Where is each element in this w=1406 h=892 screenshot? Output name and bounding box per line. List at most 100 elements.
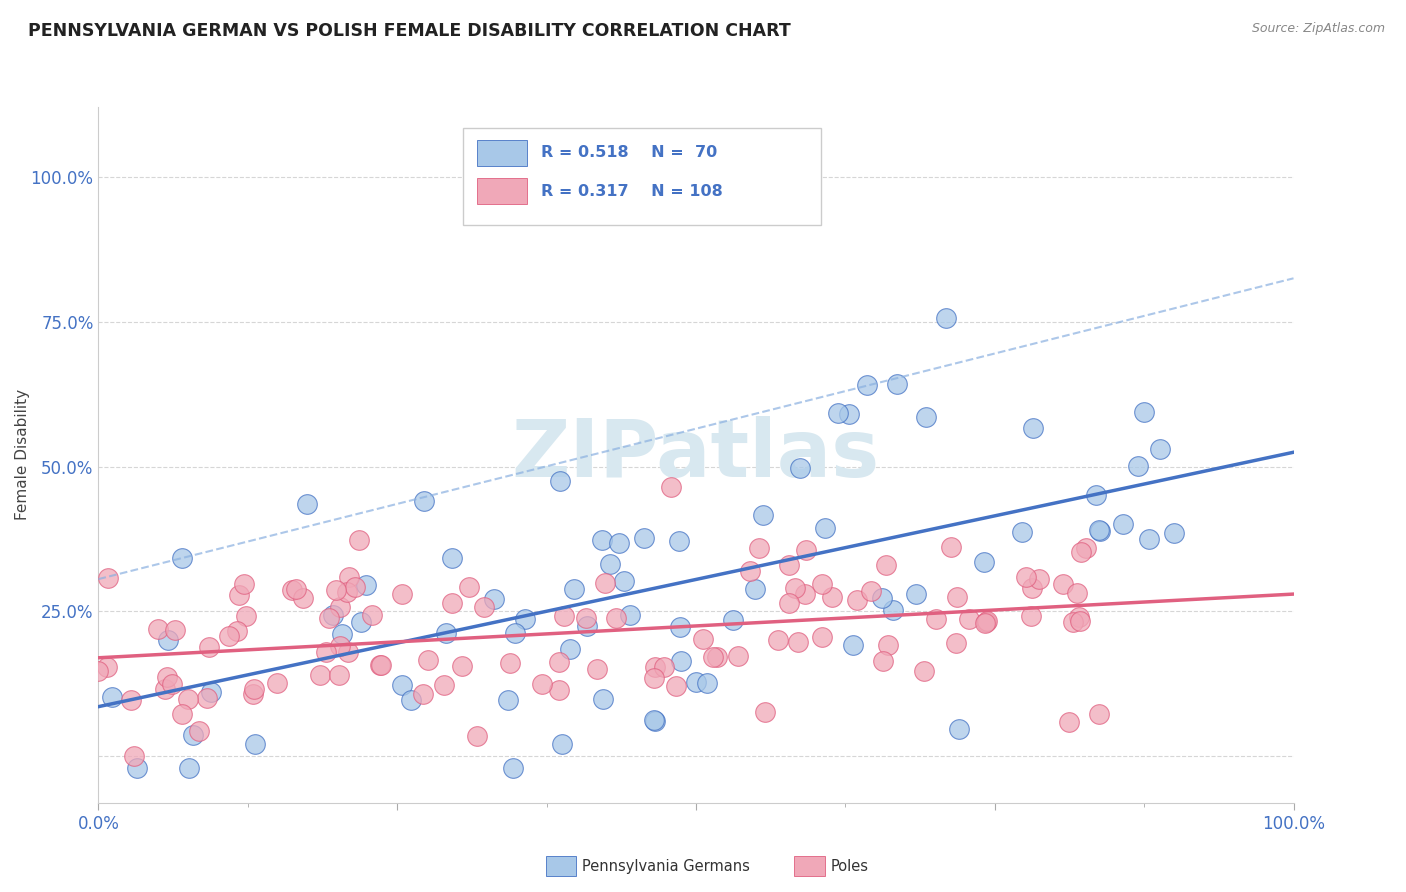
Point	[702, 650, 724, 665]
Point	[412, 687, 434, 701]
Point	[1069, 610, 1091, 624]
Point	[814, 521, 837, 535]
Point	[576, 619, 599, 633]
Point	[370, 657, 392, 672]
Point	[946, 590, 969, 604]
Point	[451, 659, 474, 673]
Point	[768, 632, 790, 647]
Point	[465, 730, 488, 744]
Point	[344, 580, 367, 594]
Point	[162, 677, 184, 691]
Point	[838, 407, 860, 421]
FancyBboxPatch shape	[477, 140, 527, 166]
Point	[787, 635, 810, 649]
Point	[706, 650, 728, 665]
Point	[595, 575, 617, 590]
Point	[778, 596, 800, 610]
Point	[195, 690, 218, 705]
Point	[754, 705, 776, 719]
Point	[592, 692, 614, 706]
Text: Pennsylvania Germans: Pennsylvania Germans	[582, 859, 749, 873]
Point	[591, 533, 613, 548]
Point	[905, 586, 928, 600]
Point	[87, 664, 110, 678]
Point	[727, 649, 749, 664]
Point	[872, 654, 894, 668]
Point	[412, 494, 434, 508]
Point	[350, 615, 373, 630]
Point	[652, 660, 675, 674]
Point	[308, 667, 330, 681]
Point	[325, 583, 347, 598]
Point	[1126, 459, 1149, 474]
Point	[744, 582, 766, 597]
Point	[183, 728, 205, 742]
Point	[789, 460, 811, 475]
Text: R = 0.317    N = 108: R = 0.317 N = 108	[540, 184, 723, 199]
Point	[146, 622, 169, 636]
Point	[599, 557, 621, 571]
Point	[668, 620, 690, 634]
Point	[740, 564, 762, 578]
Point	[235, 608, 257, 623]
Point	[122, 749, 145, 764]
Point	[696, 676, 718, 690]
Point	[845, 592, 868, 607]
Point	[794, 542, 817, 557]
Point	[232, 577, 254, 591]
Point	[547, 655, 569, 669]
Point	[245, 737, 267, 751]
Point	[157, 633, 180, 648]
Point	[472, 599, 495, 614]
Point	[1112, 517, 1135, 532]
Point	[1069, 614, 1091, 628]
Point	[748, 541, 770, 555]
Point	[499, 656, 522, 670]
Y-axis label: Female Disability: Female Disability	[14, 389, 30, 521]
Point	[1011, 524, 1033, 539]
Point	[1088, 524, 1111, 539]
Point	[329, 599, 352, 614]
Point	[354, 578, 377, 592]
Point	[553, 609, 575, 624]
Point	[329, 639, 352, 653]
Point	[619, 608, 641, 623]
Point	[484, 591, 506, 606]
Point	[1088, 523, 1111, 537]
Point	[347, 533, 370, 548]
Point	[721, 613, 744, 627]
Point	[187, 723, 209, 738]
Point	[1132, 405, 1154, 419]
Point	[165, 623, 187, 637]
Point	[613, 574, 636, 588]
Point	[877, 638, 900, 652]
Point	[531, 676, 554, 690]
Point	[915, 410, 938, 425]
Point	[912, 665, 935, 679]
Point	[1076, 541, 1098, 556]
Point	[659, 480, 682, 494]
Point	[870, 591, 893, 605]
Point	[502, 761, 524, 775]
Point	[242, 687, 264, 701]
Point	[633, 531, 655, 545]
Point	[177, 761, 200, 775]
Point	[1163, 525, 1185, 540]
Point	[505, 625, 527, 640]
Point	[361, 608, 384, 623]
Point	[976, 614, 998, 628]
Point	[295, 497, 318, 511]
Point	[101, 690, 124, 704]
Point	[973, 616, 995, 631]
Point	[120, 693, 142, 707]
FancyBboxPatch shape	[463, 128, 821, 226]
Point	[643, 713, 665, 727]
Point	[827, 406, 849, 420]
Point	[957, 612, 980, 626]
Point	[1021, 581, 1043, 595]
Point	[284, 582, 307, 596]
Text: R = 0.518    N =  70: R = 0.518 N = 70	[540, 145, 717, 161]
Point	[440, 551, 463, 566]
Point	[328, 668, 350, 682]
Point	[1019, 608, 1042, 623]
